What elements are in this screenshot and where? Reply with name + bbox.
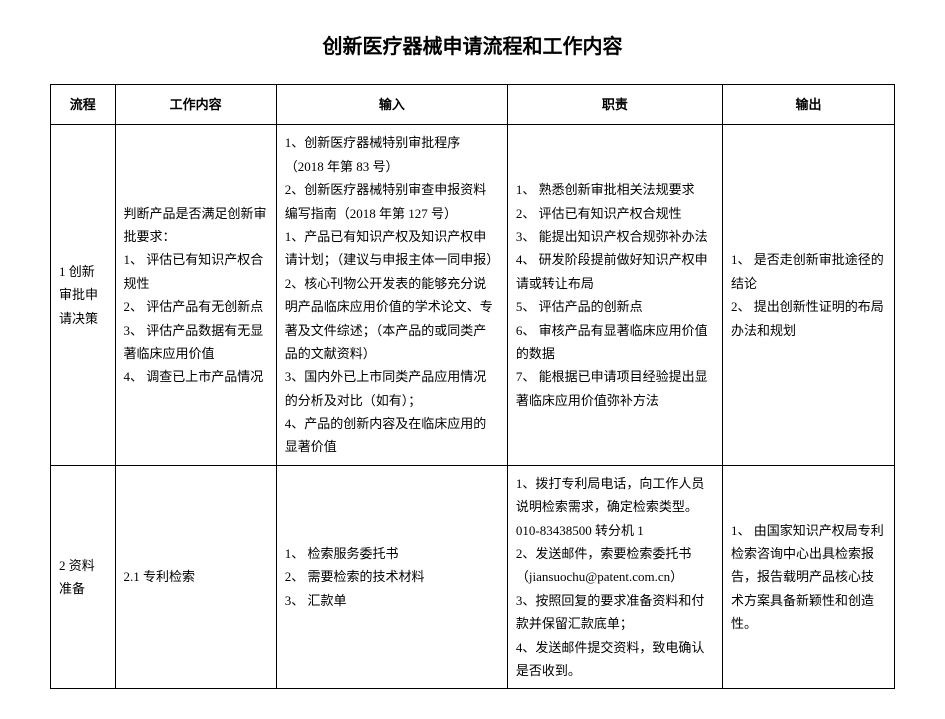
process-cell: 1 创新审批申请决策 xyxy=(51,125,116,465)
duty-cell: 1、 熟悉创新审批相关法规要求 2、 评估已有知识产权合规性 3、 能提出知识产… xyxy=(507,125,722,465)
work-cell: 判断产品是否满足创新审批要求： 1、 评估已有知识产权合规性 2、 评估产品有无… xyxy=(115,125,276,465)
table-body: 1 创新审批申请决策 判断产品是否满足创新审批要求： 1、 评估已有知识产权合规… xyxy=(51,125,895,689)
table-row: 1 创新审批申请决策 判断产品是否满足创新审批要求： 1、 评估已有知识产权合规… xyxy=(51,125,895,465)
table-row: 2 资料准备 2.1 专利检索 1、 检索服务委托书 2、 需要检索的技术材料 … xyxy=(51,465,895,689)
col-header-output: 输出 xyxy=(722,85,894,125)
work-cell: 2.1 专利检索 xyxy=(115,465,276,689)
col-header-process: 流程 xyxy=(51,85,116,125)
output-cell: 1、 由国家知识产权局专利检索咨询中心出具检索报告，报告载明产品核心技术方案具备… xyxy=(722,465,894,689)
output-cell: 1、 是否走创新审批途径的结论 2、 提出创新性证明的布局办法和规划 xyxy=(722,125,894,465)
input-cell: 1、创新医疗器械特别审批程序（2018 年第 83 号） 2、创新医疗器械特别审… xyxy=(276,125,507,465)
page-title: 创新医疗器械申请流程和工作内容 xyxy=(50,30,895,59)
col-header-work: 工作内容 xyxy=(115,85,276,125)
process-cell: 2 资料准备 xyxy=(51,465,116,689)
col-header-input: 输入 xyxy=(276,85,507,125)
col-header-duty: 职责 xyxy=(507,85,722,125)
duty-cell: 1、拨打专利局电话，向工作人员说明检索需求，确定检索类型。010-8343850… xyxy=(507,465,722,689)
table-header-row: 流程 工作内容 输入 职责 输出 xyxy=(51,85,895,125)
input-cell: 1、 检索服务委托书 2、 需要检索的技术材料 3、 汇款单 xyxy=(276,465,507,689)
process-table: 流程 工作内容 输入 职责 输出 1 创新审批申请决策 判断产品是否满足创新审批… xyxy=(50,84,895,689)
